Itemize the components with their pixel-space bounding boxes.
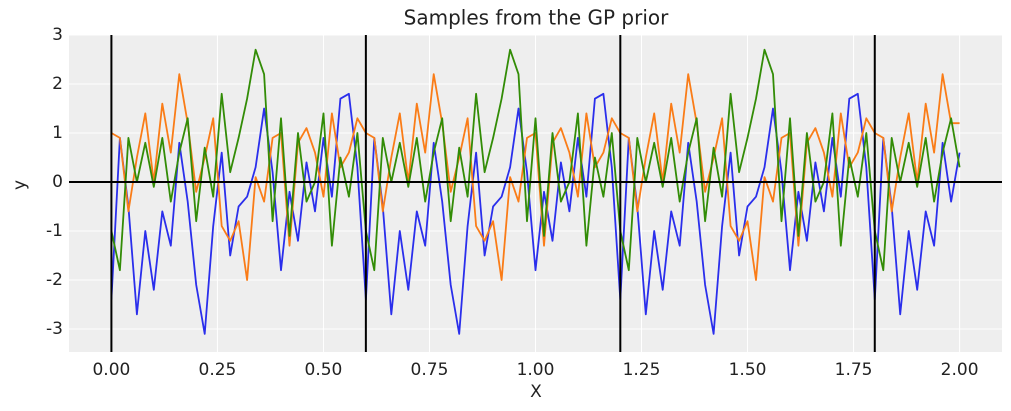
x-tick-label: 0.25 <box>199 360 237 380</box>
x-tick-label: 0.00 <box>92 360 130 380</box>
y-tick-label: 2 <box>52 74 63 94</box>
x-tick-label: 1.75 <box>835 360 873 380</box>
series-line <box>110 92 961 335</box>
x-tick-label: 2.00 <box>941 360 979 380</box>
y-tick-label: -1 <box>46 221 63 241</box>
chart-title: Samples from the GP prior <box>404 6 669 30</box>
y-tick-label: -2 <box>46 270 63 290</box>
x-axis-label: X <box>530 382 542 402</box>
x-tick-label: 0.50 <box>305 360 343 380</box>
x-tick-label: 0.75 <box>411 360 449 380</box>
x-tick-label: 1.25 <box>623 360 661 380</box>
y-tick-label: 1 <box>52 123 63 143</box>
series-line <box>110 48 961 272</box>
series-line <box>110 73 960 281</box>
y-axis-label: y <box>10 180 30 190</box>
y-tick-label: -3 <box>46 319 63 339</box>
y-tick-label: 3 <box>52 25 63 45</box>
x-tick-label: 1.50 <box>729 360 767 380</box>
x-tick-label: 1.00 <box>517 360 555 380</box>
y-tick-label: 0 <box>52 172 63 192</box>
